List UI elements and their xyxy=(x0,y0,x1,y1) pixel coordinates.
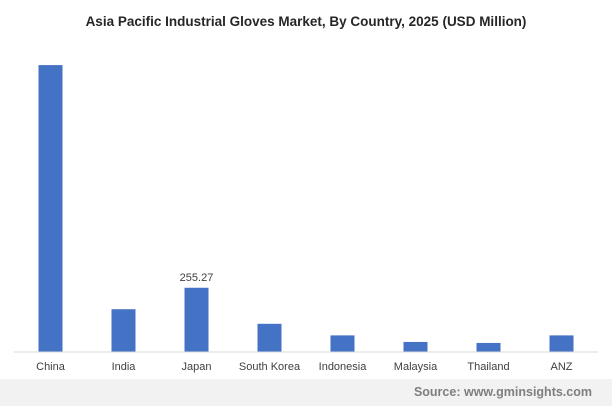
bar-thailand xyxy=(476,342,501,352)
x-tick-labels: China India Japan South Korea Indonesia Malay… xyxy=(36,361,573,373)
bar-indonesia xyxy=(330,335,355,352)
bar-chart: China India Japan South Korea Indonesia Malay… xyxy=(14,65,598,373)
x-tick-label: India xyxy=(112,361,137,373)
chart-title: Asia Pacific Industrial Gloves Market, B… xyxy=(85,14,527,29)
bar-south-korea xyxy=(257,323,282,352)
x-tick-label: Malaysia xyxy=(394,361,438,373)
x-tick-label: ANZ xyxy=(551,361,573,373)
x-tick-label: Japan xyxy=(182,361,212,373)
x-tick-label: China xyxy=(36,361,66,373)
data-labels: 255.27 xyxy=(180,272,214,284)
bar-anz xyxy=(549,335,574,352)
x-tick-label: Thailand xyxy=(467,361,509,373)
bar-india xyxy=(111,309,136,352)
source-footer: Source: www.gminsights.com xyxy=(0,379,612,406)
bar-japan xyxy=(184,287,209,352)
source-text: Source: www.gminsights.com xyxy=(413,385,592,399)
data-label: 255.27 xyxy=(180,272,214,284)
x-tick-label: South Korea xyxy=(239,361,301,373)
x-tick-label: Indonesia xyxy=(319,361,368,373)
bar-malaysia xyxy=(403,341,428,352)
bars-group xyxy=(38,65,574,352)
bar-china xyxy=(38,65,63,352)
